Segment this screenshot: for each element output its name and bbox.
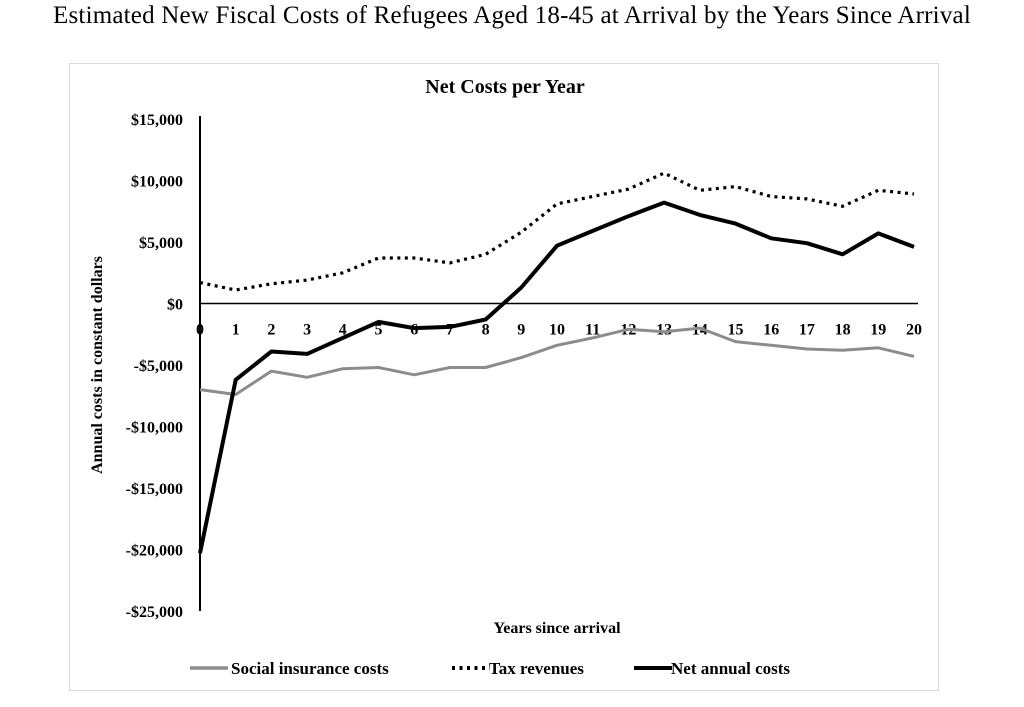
x-tick-label: 10 <box>549 322 565 339</box>
y-tick-label: -$25,000 <box>126 604 183 621</box>
x-tick-label: 16 <box>763 322 779 339</box>
x-tick-label: 9 <box>517 322 525 339</box>
x-tick-label: 8 <box>482 322 490 339</box>
x-tick-label: 5 <box>375 322 383 339</box>
x-tick-label: 0 <box>196 322 204 339</box>
x-tick-label: 14 <box>692 322 708 339</box>
legend-label-social-insurance-costs: Social insurance costs <box>231 659 389 678</box>
x-tick-label: 13 <box>656 322 672 339</box>
y-tick-label: $5,000 <box>139 235 183 252</box>
y-tick-label: $0 <box>167 297 183 314</box>
y-tick-label: $15,000 <box>131 112 183 129</box>
x-tick-label: 2 <box>267 322 275 339</box>
x-tick-label: 19 <box>870 322 886 339</box>
chart-frame <box>69 63 939 691</box>
y-axis-label: Annual costs in constant dollars <box>89 256 106 474</box>
x-tick-label: 11 <box>585 322 600 339</box>
x-tick-label: 3 <box>303 322 311 339</box>
x-axis-label: Years since arrival <box>493 620 621 637</box>
x-tick-label: 18 <box>835 322 851 339</box>
series-line-social-insurance-costs <box>199 326 915 396</box>
legend-label-net-annual-costs: Net annual costs <box>671 659 790 678</box>
y-tick-label: -$20,000 <box>126 543 183 560</box>
series-line-tax-revenues <box>199 171 915 292</box>
page-title: Estimated New Fiscal Costs of Refugees A… <box>53 2 971 29</box>
x-tick-label: 15 <box>728 322 744 339</box>
y-tick-label: -$10,000 <box>126 420 183 437</box>
legend-label-tax-revenues: Tax revenues <box>489 659 584 678</box>
x-tick-label: 7 <box>446 322 454 339</box>
series-line-net-annual-costs <box>198 200 915 554</box>
x-tick-label: 1 <box>232 322 240 339</box>
x-tick-label: 20 <box>906 322 922 339</box>
chart-title: Net Costs per Year <box>425 76 585 98</box>
x-tick-label: 17 <box>799 322 815 339</box>
x-tick-label: 4 <box>339 322 347 339</box>
y-tick-label: -$5,000 <box>134 358 183 375</box>
y-tick-label: -$15,000 <box>126 481 183 498</box>
y-tick-label: $10,000 <box>131 174 183 191</box>
